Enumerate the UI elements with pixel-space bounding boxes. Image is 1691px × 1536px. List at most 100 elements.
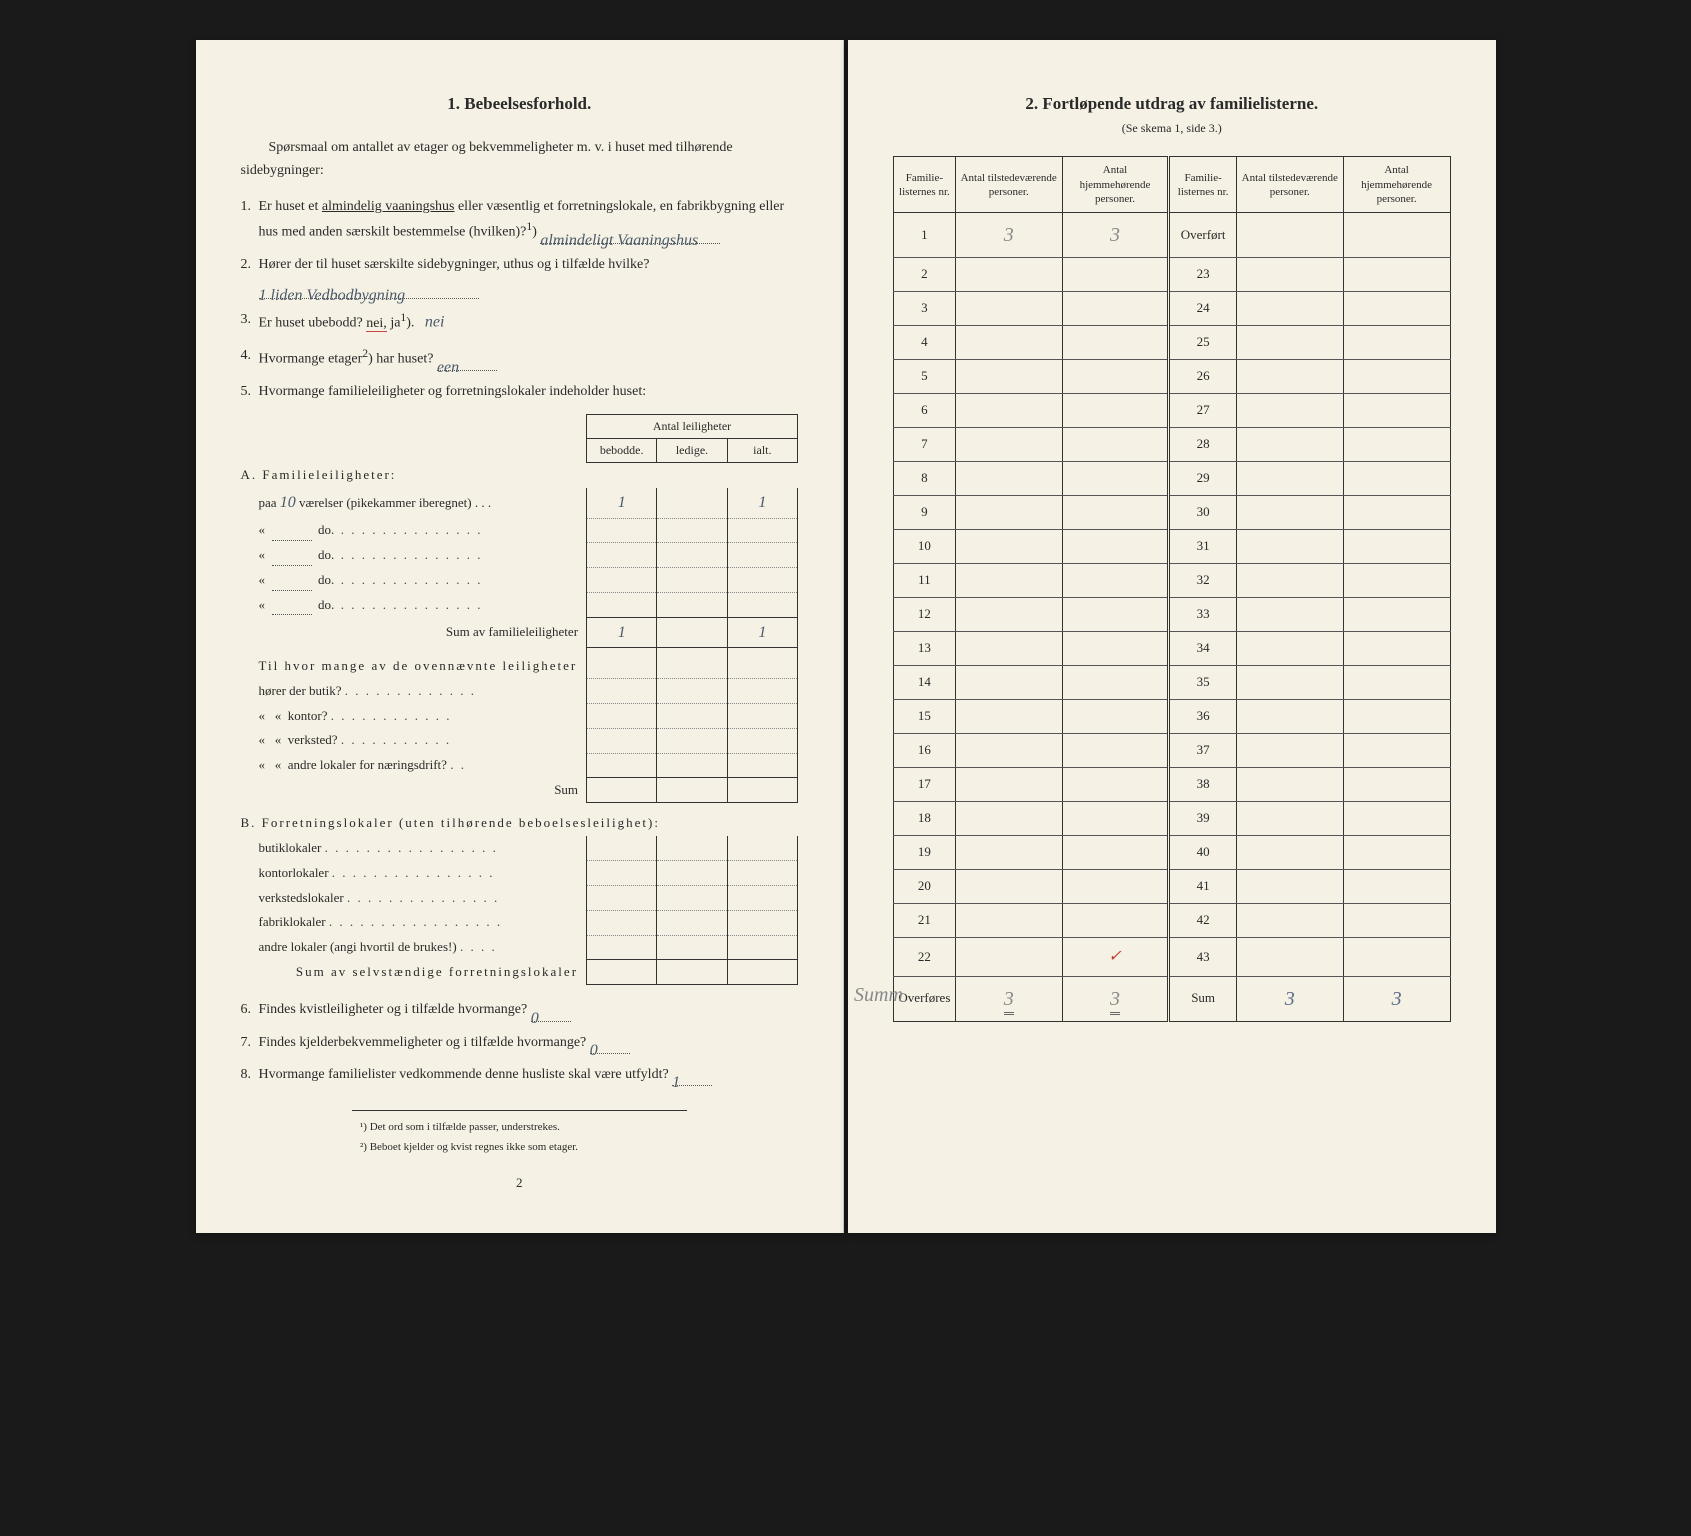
left-cell: 21 bbox=[894, 904, 956, 938]
left-cell: 5 bbox=[894, 360, 956, 394]
page-left: 1. Bebeelsesforhold. Spørsmaal om antall… bbox=[196, 40, 845, 1233]
sum-a: 3 bbox=[1236, 976, 1343, 1021]
right-cell bbox=[1343, 564, 1450, 598]
left-cell bbox=[955, 394, 1062, 428]
right-cell bbox=[1343, 258, 1450, 292]
right-cell bbox=[1236, 666, 1343, 700]
right-cell bbox=[1236, 564, 1343, 598]
table-row: 324 bbox=[894, 292, 1451, 326]
right-cell bbox=[1236, 598, 1343, 632]
intro-text: Spørsmaal om antallet av etager og bekve… bbox=[241, 137, 799, 182]
table-row: 425 bbox=[894, 326, 1451, 360]
q3-close: ). bbox=[406, 316, 414, 331]
left-cell bbox=[955, 496, 1062, 530]
left-cell bbox=[955, 836, 1062, 870]
question-2: 2. Hører der til huset særskilte sidebyg… bbox=[241, 254, 799, 299]
A-row5: « do. . . . . . . . . . . . . . . bbox=[241, 593, 587, 618]
table-row: 1132 bbox=[894, 564, 1451, 598]
left-cell: 14 bbox=[894, 666, 956, 700]
table-row: 930 bbox=[894, 496, 1451, 530]
q1-pre: Er huset et bbox=[259, 199, 322, 214]
A-sum-l bbox=[657, 617, 727, 648]
page-right: 2. Fortløpende utdrag av familielisterne… bbox=[848, 40, 1496, 1233]
right-cell: 41 bbox=[1169, 870, 1236, 904]
right-cell bbox=[1236, 394, 1343, 428]
right-cell bbox=[1236, 428, 1343, 462]
census-document: 1. Bebeelsesforhold. Spørsmaal om antall… bbox=[196, 40, 1496, 1233]
question-1: 1. Er huset et almindelig vaaningshus el… bbox=[241, 196, 799, 244]
footnote-2: ²) Beboet kjelder og kvist regnes ikke s… bbox=[352, 1139, 687, 1157]
A-row3: « do. . . . . . . . . . . . . . . bbox=[241, 543, 587, 568]
section-B-head: B. Forretningslokaler (uten tilhørende b… bbox=[241, 815, 660, 830]
left-cell: 10 bbox=[894, 530, 956, 564]
left-cell: 8 bbox=[894, 462, 956, 496]
right-cell bbox=[1343, 666, 1450, 700]
left-cell bbox=[955, 564, 1062, 598]
right-cell: 23 bbox=[1169, 258, 1236, 292]
left-cell: 22 bbox=[894, 938, 956, 977]
A-sub-verksted: « « verksted? . . . . . . . . . . . bbox=[241, 728, 587, 753]
table-row: 2041 bbox=[894, 870, 1451, 904]
section-A-head: A. Familieleiligheter: bbox=[241, 467, 397, 482]
left-cell: ✓ bbox=[1062, 938, 1169, 977]
table-row: 14 35 bbox=[894, 666, 1451, 700]
footnote-1: ¹) Det ord som i tilfælde passer, unders… bbox=[352, 1119, 687, 1137]
left-cell bbox=[955, 904, 1062, 938]
left-cell: 9 bbox=[894, 496, 956, 530]
overforeres-label: Overføres Summ bbox=[894, 976, 956, 1021]
A-row1-bebodde: 1 bbox=[587, 488, 657, 518]
left-cell: 6 bbox=[894, 394, 956, 428]
A-row2: « do. . . . . . . . . . . . . . . bbox=[241, 518, 587, 543]
left-cell bbox=[955, 598, 1062, 632]
table-row: 728 bbox=[894, 428, 1451, 462]
left-cell: 16 bbox=[894, 734, 956, 768]
right-cell bbox=[1236, 938, 1343, 977]
q4-num: 4. bbox=[241, 345, 259, 371]
left-cell bbox=[1062, 564, 1169, 598]
left-cell bbox=[1062, 700, 1169, 734]
left-cell: 2 bbox=[894, 258, 956, 292]
left-cell bbox=[1062, 258, 1169, 292]
q6-answer: 0 bbox=[531, 1010, 539, 1027]
left-cell bbox=[1062, 904, 1169, 938]
question-5: 5. Hvormange familieleiligheter og forre… bbox=[241, 381, 799, 403]
A-sum-i: 1 bbox=[727, 617, 797, 648]
left-cell: 18 bbox=[894, 802, 956, 836]
left-cell bbox=[1062, 428, 1169, 462]
right-cell bbox=[1236, 734, 1343, 768]
right-cell bbox=[1236, 632, 1343, 666]
q3-text: Er huset ubebodd? nei, ja1). nei bbox=[259, 309, 799, 335]
right-cell bbox=[1343, 870, 1450, 904]
footnotes: ¹) Det ord som i tilfælde passer, unders… bbox=[352, 1110, 687, 1156]
right-cell: 28 bbox=[1169, 428, 1236, 462]
right-cell bbox=[1343, 213, 1450, 258]
table-row: 829 bbox=[894, 462, 1451, 496]
th-col5: Antal tilstedeværende personer. bbox=[1236, 157, 1343, 213]
q1-underlined: almindelig vaaningshus bbox=[322, 199, 455, 214]
right-cell bbox=[1343, 938, 1450, 977]
left-cell: 3 bbox=[894, 292, 956, 326]
q3-nei: nei, bbox=[366, 316, 387, 332]
overforeres-a: 3 bbox=[955, 976, 1062, 1021]
right-cell bbox=[1343, 462, 1450, 496]
question-8: 8. Hvormange familielister vedkommende d… bbox=[241, 1064, 799, 1086]
left-cell bbox=[1062, 802, 1169, 836]
right-cell: 35 bbox=[1169, 666, 1236, 700]
left-cell: 13 bbox=[894, 632, 956, 666]
A-sum-label: Sum av familieleiligheter bbox=[241, 617, 587, 648]
q1-answer: almindeligt Vaaningshus bbox=[540, 232, 698, 249]
table-row: 1738 bbox=[894, 768, 1451, 802]
left-cell bbox=[955, 734, 1062, 768]
left-cell bbox=[1062, 394, 1169, 428]
A-sub-andre: « « andre lokaler for næringsdrift? . . bbox=[241, 753, 587, 778]
section-2-title: 2. Fortløpende utdrag av familielisterne… bbox=[893, 90, 1451, 117]
right-cell: 37 bbox=[1169, 734, 1236, 768]
right-cell bbox=[1236, 836, 1343, 870]
right-cell: 36 bbox=[1169, 700, 1236, 734]
left-cell: 3 bbox=[955, 213, 1062, 258]
right-cell bbox=[1343, 700, 1450, 734]
table-row: 22✓43 bbox=[894, 938, 1451, 977]
right-cell bbox=[1343, 836, 1450, 870]
A-sum-b: 1 bbox=[587, 617, 657, 648]
q2-answer: 1 liden Vedbodbygning bbox=[259, 287, 406, 304]
